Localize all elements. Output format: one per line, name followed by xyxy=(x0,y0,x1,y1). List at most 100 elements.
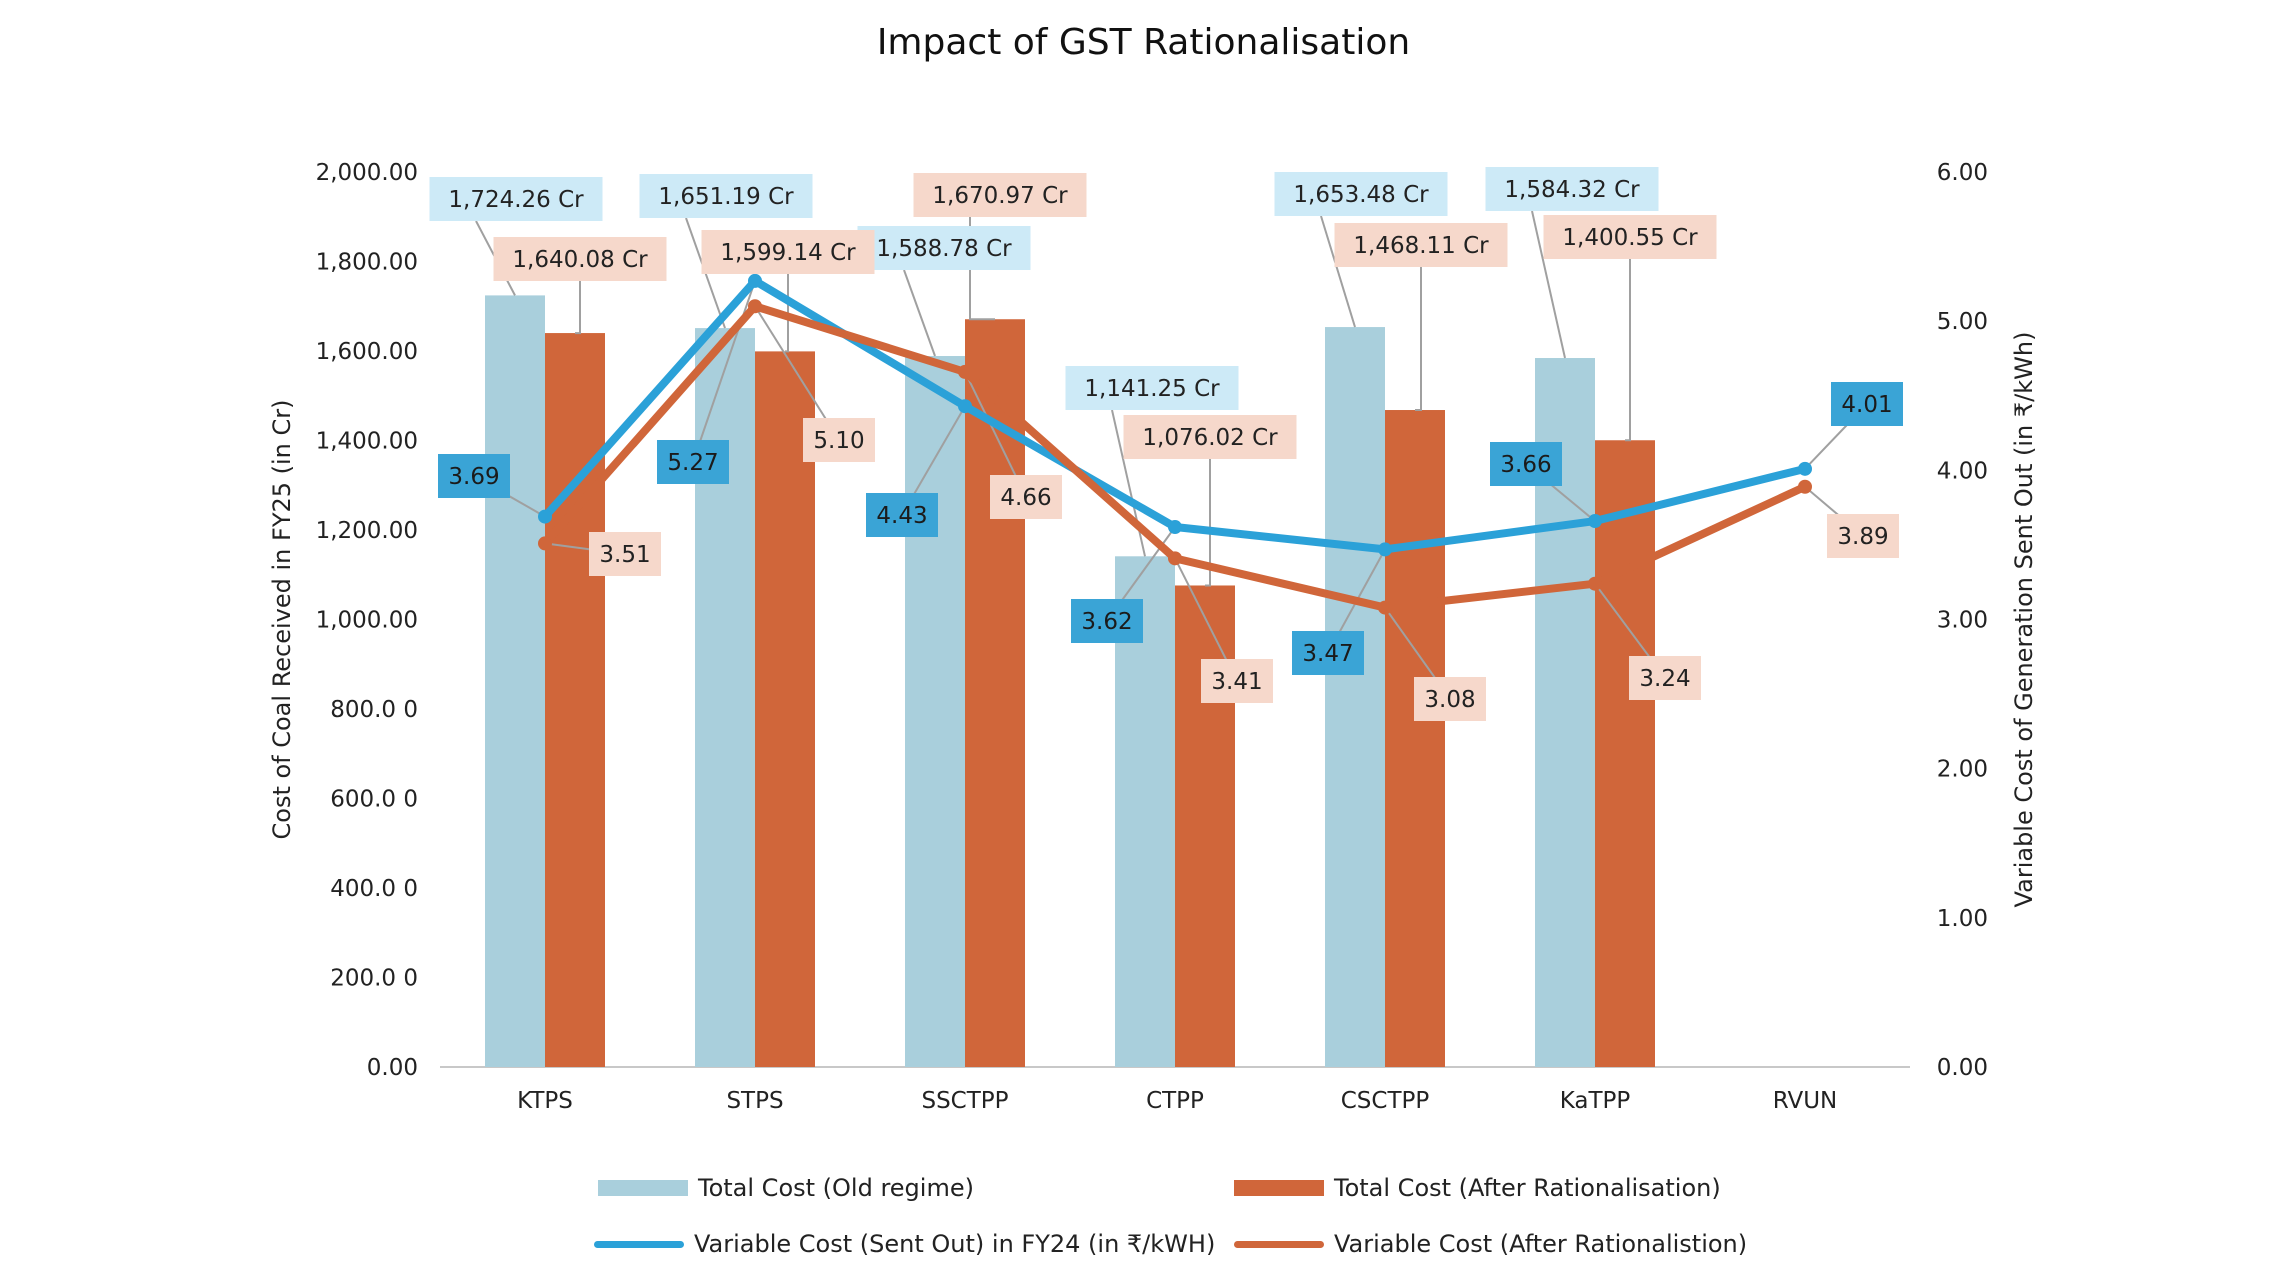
label-old-line-box xyxy=(866,493,938,537)
y-left-tick-label: 600.0 0 xyxy=(330,787,418,813)
label-old-line-box xyxy=(657,440,729,484)
label-new-bar-box xyxy=(1334,223,1508,267)
x-tick-label: CTPP xyxy=(1146,1088,1204,1114)
leader-new-bar xyxy=(1205,459,1211,587)
label-new-line: 3.08 xyxy=(1424,687,1475,713)
x-tick-label: KaTPP xyxy=(1560,1088,1631,1114)
label-new-line-box xyxy=(803,418,875,462)
lines-group xyxy=(538,273,1812,615)
y-right-tick-label: 3.00 xyxy=(1937,608,1988,634)
label-old-line: 5.27 xyxy=(667,450,718,476)
legend-label-new-line: Variable Cost (After Rationalistion) xyxy=(1334,1230,1748,1258)
leader-old-bar xyxy=(1320,215,1356,328)
variable-cost-fy24-point xyxy=(1798,461,1812,476)
y-right-tick-label: 4.00 xyxy=(1937,458,1988,484)
label-old-bar: 1,584.32 Cr xyxy=(1504,177,1640,203)
label-old-bar-box xyxy=(1065,366,1239,410)
label-new-bar-box xyxy=(493,237,667,281)
label-old-line: 3.69 xyxy=(448,464,499,490)
leader-new-line xyxy=(754,305,840,441)
y-left-tick-label: 1,800.00 xyxy=(316,250,418,276)
label-old-bar: 1,724.26 Cr xyxy=(448,187,584,213)
label-old-bar: 1,653.48 Cr xyxy=(1293,182,1429,208)
y-left-tick-label: 1,200.00 xyxy=(316,518,418,544)
variable-cost-after-point xyxy=(748,299,762,314)
bar-old-regime xyxy=(695,328,755,1067)
bar-after-rationalisation xyxy=(1385,410,1445,1068)
leader-old-bar xyxy=(903,269,936,357)
y-right-tick-label: 6.00 xyxy=(1937,160,1988,186)
label-new-bar: 1,076.02 Cr xyxy=(1142,425,1278,451)
bar-old-regime xyxy=(905,356,965,1067)
data-labels: 1,724.26 Cr 1,651.19 Cr 1,588.78 Cr 1,141.2… xyxy=(429,167,1903,721)
y-right-tick-label: 5.00 xyxy=(1937,309,1988,335)
label-old-line: 4.43 xyxy=(876,503,927,529)
label-old-line: 4.01 xyxy=(1841,392,1892,418)
variable-cost-fy24-point xyxy=(748,273,762,288)
leader-new-bar xyxy=(1415,267,1422,412)
bar-after-rationalisation xyxy=(965,319,1025,1067)
legend-item-new-bar: Total Cost (After Rationalisation) xyxy=(1234,1174,1721,1202)
legend-swatch-new-line xyxy=(1234,1240,1324,1248)
y-left-tick-label: 2,000.00 xyxy=(316,160,418,186)
variable-cost-after-point xyxy=(1798,479,1812,494)
bar-old-regime xyxy=(485,295,545,1067)
leader-old-bar xyxy=(1531,210,1566,359)
variable-cost-fy24-point xyxy=(1378,542,1392,557)
x-tick-label: CSCTPP xyxy=(1341,1088,1430,1114)
y-right-tick-label: 0.00 xyxy=(1937,1055,1988,1081)
variable-cost-after-point xyxy=(1378,600,1392,615)
bar-after-rationalisation xyxy=(545,333,605,1067)
variable-cost-fy24-point xyxy=(1168,520,1182,535)
label-old-line-box xyxy=(1292,631,1364,675)
label-new-bar: 1,400.55 Cr xyxy=(1562,225,1698,251)
y-left-axis-title: Cost of Coal Received in FY25 (in Cr) xyxy=(268,399,296,839)
variable-cost-fy24-point xyxy=(1588,514,1602,529)
label-new-line-box xyxy=(1201,659,1273,703)
y-left-tick-label: 400.0 0 xyxy=(330,876,418,902)
label-new-line: 3.24 xyxy=(1639,666,1690,692)
y-right-axis-title: Variable Cost of Generation Sent Out (in… xyxy=(2010,332,2038,908)
label-old-bar-box xyxy=(1485,167,1659,211)
label-new-bar: 1,640.08 Cr xyxy=(512,247,648,273)
legend-item-new-line: Variable Cost (After Rationalistion) xyxy=(1234,1230,1747,1258)
leader-new-bar xyxy=(575,281,581,335)
label-new-line-box xyxy=(1414,677,1486,721)
legend-item-old-line: Variable Cost (Sent Out) in FY24 (in ₹/k… xyxy=(594,1230,1215,1258)
label-new-bar: 1,468.11 Cr xyxy=(1353,233,1489,259)
label-new-bar-box xyxy=(1123,415,1297,459)
label-new-bar-box xyxy=(701,230,875,274)
y-left-tick-label: 0.00 xyxy=(367,1055,418,1081)
y-right-tick-label: 2.00 xyxy=(1937,757,1988,783)
label-new-line-box xyxy=(589,532,661,576)
label-new-line-box xyxy=(1629,656,1701,700)
label-old-bar: 1,141.25 Cr xyxy=(1084,376,1220,402)
label-old-line-box xyxy=(1831,382,1903,426)
label-old-line: 3.66 xyxy=(1500,452,1551,478)
label-old-line-box xyxy=(438,454,510,498)
variable-cost-fy24-point xyxy=(538,509,552,524)
legend-label-old-bar: Total Cost (Old regime) xyxy=(698,1174,974,1202)
label-old-line: 3.47 xyxy=(1302,641,1353,667)
label-old-bar-box xyxy=(857,226,1031,270)
label-new-line: 5.10 xyxy=(813,428,864,454)
label-old-line: 3.62 xyxy=(1081,609,1132,635)
chart-title: Impact of GST Rationalisation xyxy=(876,22,1411,63)
legend-label-new-bar: Total Cost (After Rationalisation) xyxy=(1334,1174,1721,1202)
label-old-bar: 1,651.19 Cr xyxy=(658,184,794,210)
label-new-line: 4.66 xyxy=(1000,485,1051,511)
y-left-tick-label: 1,600.00 xyxy=(316,339,418,365)
x-tick-label: KTPS xyxy=(517,1088,573,1114)
y-left-tick-label: 200.0 0 xyxy=(330,966,418,992)
label-new-line: 3.41 xyxy=(1211,669,1262,695)
y-left-tick-label: 1,000.00 xyxy=(316,608,418,634)
label-new-line-box xyxy=(1827,514,1899,558)
x-tick-label: RVUN xyxy=(1773,1088,1838,1114)
label-new-bar: 1,599.14 Cr xyxy=(720,240,856,266)
variable-cost-after-point xyxy=(1588,576,1602,591)
label-new-bar: 1,670.97 Cr xyxy=(932,183,1068,209)
label-old-line-box xyxy=(1490,442,1562,486)
legend-item-old-bar: Total Cost (Old regime) xyxy=(598,1174,974,1202)
y-left-tick-label: 800.0 0 xyxy=(330,697,418,723)
